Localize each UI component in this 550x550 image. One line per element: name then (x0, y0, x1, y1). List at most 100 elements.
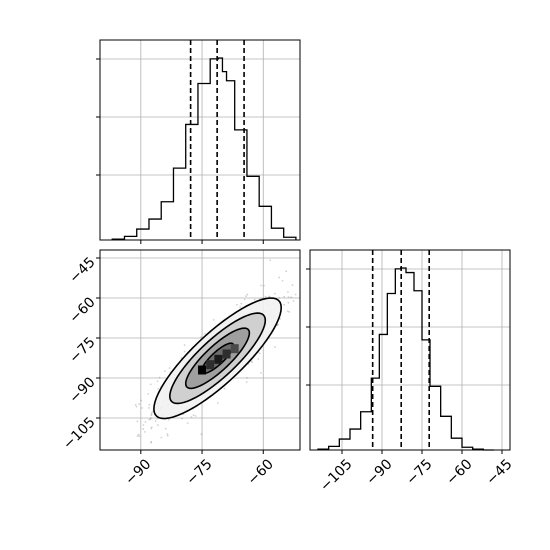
scatter-point (154, 420, 157, 423)
scatter-point (285, 270, 288, 273)
scatter-point (294, 293, 297, 296)
scatter-point (243, 298, 246, 301)
scatter-point (290, 296, 293, 299)
scatter-point (200, 336, 203, 339)
scatter-point (150, 426, 153, 429)
density-cell (198, 365, 207, 375)
scatter-point (259, 297, 262, 300)
scatter-point (223, 387, 226, 390)
scatter-point (136, 420, 139, 423)
scatter-point (194, 415, 197, 417)
density-panel: −90 −75 −60 −45 −60 −75 −90 −105 (60, 249, 301, 489)
scatter-point (137, 433, 140, 436)
scatter-point (151, 411, 153, 414)
scatter-point (150, 414, 153, 417)
scatter-point (264, 295, 267, 298)
scatter-point (283, 303, 286, 306)
density-cell (214, 354, 223, 364)
scatter-point (278, 276, 281, 279)
scatter-point (283, 295, 286, 298)
scatter-point (274, 346, 276, 348)
scatter-point (148, 404, 151, 406)
scatter-point (149, 383, 152, 386)
scatter-point (135, 405, 138, 408)
scatter-point (156, 424, 159, 426)
y-tick-label: −60 (66, 294, 98, 326)
scatter-point (212, 318, 215, 321)
scatter-point (166, 433, 169, 436)
x-tick-label: −90 (122, 456, 154, 488)
scatter-point (148, 418, 151, 421)
scatter-point (239, 306, 242, 308)
scatter-point (168, 419, 170, 421)
scatter-point (136, 435, 139, 437)
panel-frame (309, 249, 511, 451)
density-cell (206, 360, 215, 370)
scatter-point (277, 323, 279, 326)
y-tick-label: −75 (66, 334, 98, 366)
scatter-point (163, 370, 166, 373)
x-tick-label: −90 (363, 456, 395, 488)
scatter-point (164, 427, 167, 430)
scatter-point (292, 300, 295, 302)
scatter-point (260, 371, 262, 374)
scatter-point (253, 298, 256, 301)
scatter-point (150, 417, 152, 419)
density-cell (230, 344, 239, 354)
scatter-point (250, 360, 253, 363)
scatter-point (186, 422, 189, 425)
scatter-point (157, 387, 160, 390)
scatter-point (287, 291, 289, 293)
x-tick-label: −45 (483, 456, 515, 488)
scatter-point (190, 416, 193, 419)
scatter-point (141, 407, 144, 409)
x-tick-label: −75 (183, 456, 215, 488)
scatter-point (200, 433, 203, 436)
x-tick-label: −60 (443, 456, 475, 488)
scatter-point (138, 403, 140, 406)
scatter-point (281, 279, 284, 282)
scatter-point (246, 376, 248, 379)
scatter-point (143, 430, 146, 433)
scatter-point (158, 376, 161, 379)
scatter-point (269, 259, 272, 262)
histogram-panel-bottom-right: −105 −90 −75 −60 −45 (306, 249, 516, 495)
scatter-point (140, 399, 143, 402)
histogram-panel-top-left (96, 39, 301, 244)
y-tick-label: −90 (66, 374, 98, 406)
scatter-point (204, 332, 206, 335)
scatter-point (268, 295, 271, 298)
scatter-point (278, 296, 281, 299)
scatter-point (150, 441, 152, 444)
scatter-point (192, 414, 195, 417)
x-tick-label: −60 (245, 456, 277, 488)
scatter-point (245, 295, 247, 298)
scatter-point (150, 427, 153, 430)
scatter-point (181, 417, 184, 420)
scatter-point (150, 413, 153, 416)
scatter-point (156, 380, 159, 383)
scatter-point (166, 434, 169, 437)
scatter-point (273, 292, 276, 295)
x-tick-label: −105 (317, 456, 356, 495)
scatter-point (142, 428, 145, 430)
panel-frame (99, 39, 301, 241)
scatter-point (258, 352, 261, 355)
scatter-point (251, 361, 253, 364)
scatter-point (260, 284, 263, 287)
scatter-point (246, 293, 249, 296)
histogram-step (317, 267, 494, 451)
density-cell (222, 349, 231, 359)
scatter-point (183, 344, 186, 347)
histogram-step (111, 57, 297, 240)
scatter-point (134, 403, 137, 406)
scatter-point (183, 350, 186, 353)
panel-frame (99, 249, 301, 451)
scatter-point (148, 407, 150, 409)
x-tick-label: −75 (403, 456, 435, 488)
scatter-point (287, 301, 290, 304)
scatter-point (168, 367, 171, 369)
y-tick-label: −45 (66, 254, 98, 286)
scatter-point (291, 284, 294, 287)
